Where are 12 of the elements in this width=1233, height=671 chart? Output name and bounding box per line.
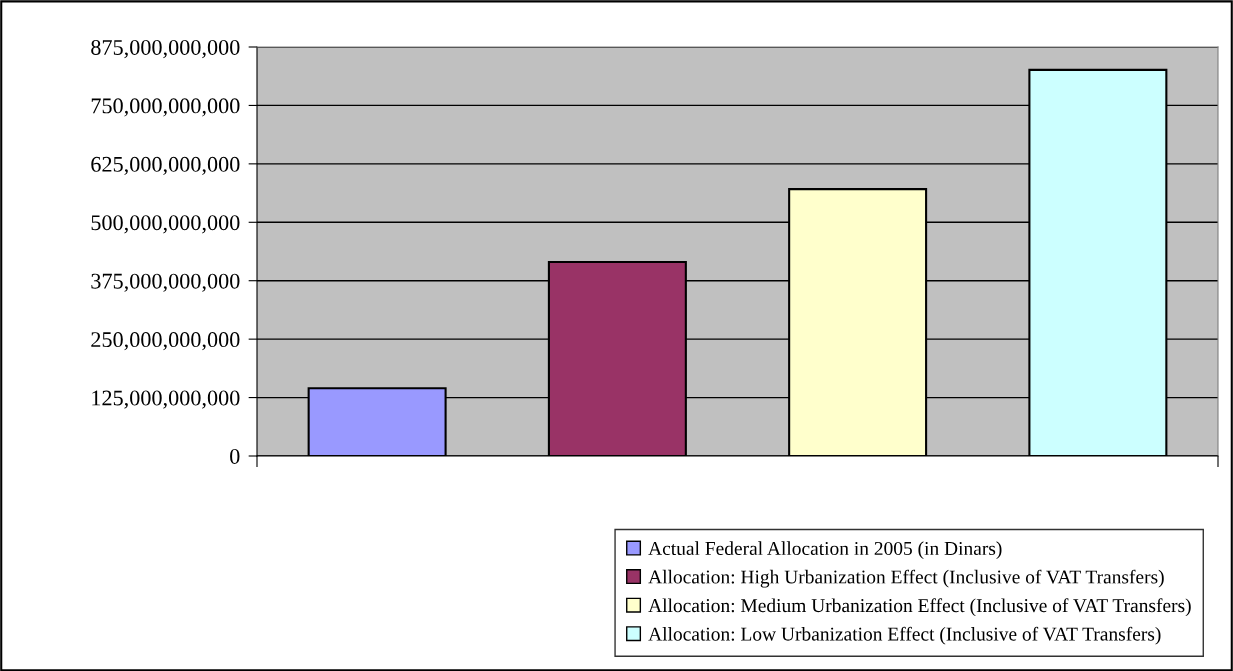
y-tick-label: 375,000,000,000 [91, 273, 240, 292]
y-tick-label: 125,000,000,000 [92, 390, 240, 409]
legend-label: Allocation: High Urbanization Effect (Inclusive of VAT Transfers) [648, 569, 1164, 588]
y-tick-label: 625,000,000,000 [91, 156, 240, 175]
y-tick-label: 250,000,000,000 [91, 332, 240, 351]
y-tick-label: 875,000,000,000 [91, 39, 240, 59]
legend-label: Allocation: Low Urbanization Effect (Inclusive of VAT Transfers) [648, 626, 1161, 645]
legend-label: Allocation: Medium Urbanization Effect (Inclusive of VAT Transfers) [648, 598, 1191, 617]
y-tick-label: 500,000,000,000 [91, 215, 240, 234]
legend-label: Actual Federal Allocation in 2005 (in Dinars) [648, 541, 1002, 559]
y-tick-label: 0 [230, 448, 240, 464]
y-tick-label: 750,000,000,000 [91, 98, 240, 117]
